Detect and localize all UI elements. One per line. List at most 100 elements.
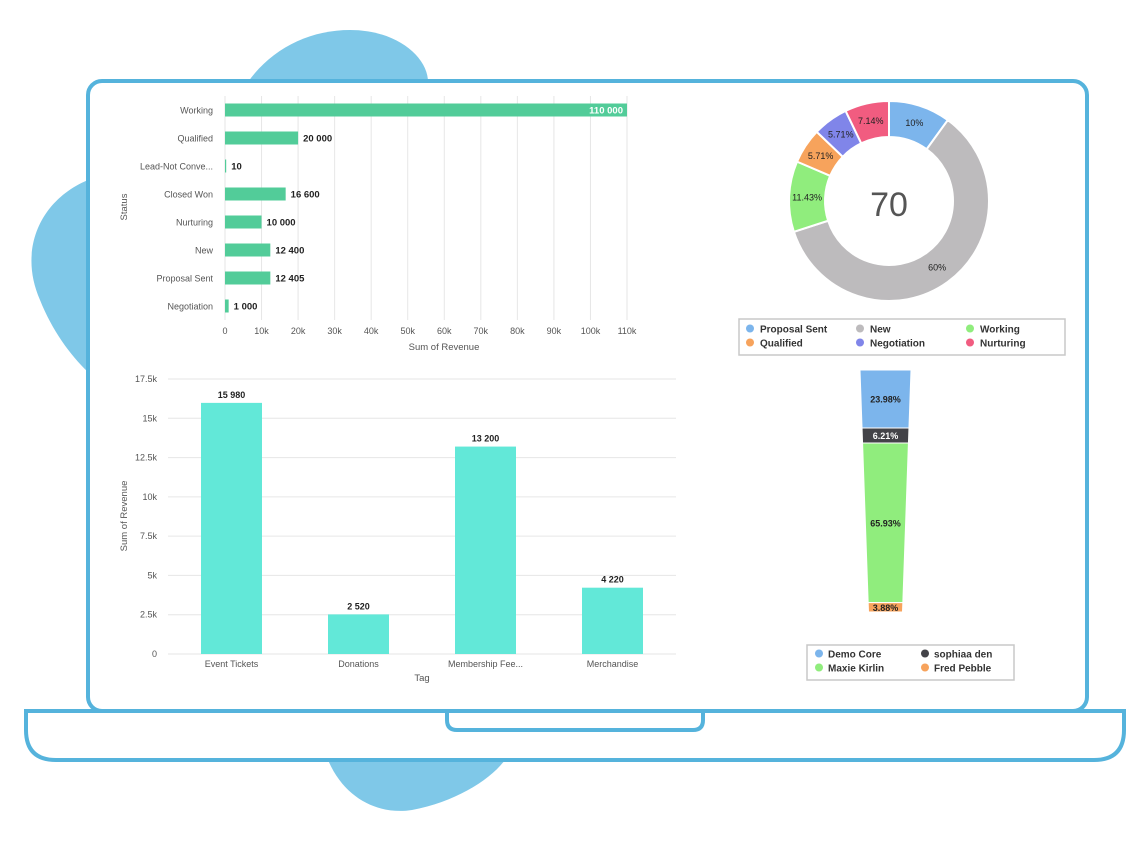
status-revenue-bar-chart: Working Qualified Lead-Not Conve... Closed …	[119, 96, 637, 353]
blob-left	[31, 180, 88, 372]
funnel-segment-label: 23.98%	[870, 395, 901, 405]
funnel-legend-label: Fred Pebble	[934, 664, 992, 675]
legend-marker-icon	[921, 649, 929, 658]
donut-legend-item[interactable]: Qualified	[746, 338, 803, 350]
hbar-x-tick-label: 30k	[327, 326, 342, 336]
donut-slice-label: 60%	[928, 262, 946, 272]
hbar-x-tick-label: 40k	[364, 326, 379, 336]
hbar-data-label: 16 600	[291, 190, 320, 201]
vbar-bar	[328, 614, 389, 654]
funnel-legend-item[interactable]: Demo Core	[815, 649, 882, 661]
vbar-bar	[201, 402, 262, 654]
legend-marker-icon	[746, 338, 754, 347]
blob-top	[248, 30, 428, 82]
vbar-category-label: Merchandise	[587, 659, 639, 669]
hbar-bar	[225, 271, 271, 285]
hbar-x-tick-label: 10k	[254, 326, 269, 336]
hbar-x-tick-label: 90k	[547, 326, 562, 336]
hbar-x-tick-label: 0	[222, 326, 227, 336]
hbar-category-label: Negotiation	[167, 302, 213, 312]
donut-legend-box	[738, 318, 1066, 356]
hbar-category-label: New	[195, 246, 214, 256]
hbar-data-label: 1 000	[234, 302, 258, 313]
vbar-data-label: 4 220	[601, 575, 624, 585]
laptop-trackpad-notch	[445, 711, 705, 732]
vbar-y-tick-label: 15k	[142, 413, 157, 423]
status-donut-chart: 10% 60% 11.43% 5.71% 5.71% 7.14% 70 Proposal …	[738, 99, 1066, 356]
donut-legend-item[interactable]: New	[856, 324, 891, 336]
donut-legend[interactable]: Proposal Sent New Working Qualified Negotiat…	[738, 318, 1066, 356]
vbar-y-tick-label: 10k	[142, 492, 157, 502]
hbar-x-tick-label: 60k	[437, 326, 452, 336]
donut-slice-label: 5.71%	[808, 151, 834, 161]
donut-center-total: 70	[870, 186, 908, 224]
funnel-legend-box	[806, 644, 1015, 681]
donut-legend-item[interactable]: Working	[966, 324, 1020, 336]
vbar-bar	[582, 587, 643, 654]
funnel-legend-label: Maxie Kirlin	[828, 664, 884, 675]
funnel-legend-item[interactable]: sophiaa den	[921, 649, 992, 661]
funnel-legend-item[interactable]: Fred Pebble	[921, 663, 992, 675]
legend-marker-icon	[856, 324, 864, 333]
vbar-data-label: 15 980	[218, 390, 246, 400]
hbar-category-label: Nurturing	[176, 218, 213, 228]
hbar-bar	[225, 299, 229, 313]
legend-marker-icon	[815, 649, 823, 658]
hbar-x-tick-label: 20k	[291, 326, 306, 336]
hbar-category-label: Qualified	[177, 134, 213, 144]
donut-slice	[844, 99, 890, 145]
hbar-x-tick-label: 100k	[581, 326, 601, 336]
legend-marker-icon	[966, 324, 974, 333]
funnel-legend-item[interactable]: Maxie Kirlin	[815, 663, 884, 675]
legend-marker-icon	[921, 663, 929, 672]
funnel-legend-label: sophiaa den	[934, 650, 992, 661]
funnel-segment-label: 65.93%	[870, 518, 901, 528]
hbar-x-tick-label: 50k	[400, 326, 415, 336]
donut-legend-label: Nurturing	[980, 339, 1026, 350]
hbar-y-axis-title: Status	[119, 193, 130, 220]
hbar-data-label: 12 405	[275, 274, 305, 285]
laptop-base	[24, 709, 1126, 762]
hbar-data-label: 20 000	[303, 134, 332, 145]
hbar-x-tick-label: 110k	[618, 326, 637, 336]
donut-legend-item[interactable]: Proposal Sent	[746, 324, 828, 336]
hbar-data-label: 10 000	[267, 218, 296, 229]
vbar-y-axis-title: Sum of Revenue	[119, 481, 130, 552]
vbar-y-tick-label: 7.5k	[140, 531, 158, 541]
hbar-bar	[225, 131, 299, 145]
hbar-category-label: Closed Won	[164, 190, 213, 200]
vbar-data-label: 13 200	[472, 434, 500, 444]
tag-revenue-bar-chart: 15 980 2 520 13 200 4 220 0 2.5k 5k 7.5k 10k 12.…	[119, 374, 676, 684]
donut-slice-label: 5.71%	[828, 130, 854, 140]
donut-legend-label: Negotiation	[870, 339, 925, 350]
funnel-legend-label: Demo Core	[828, 650, 882, 661]
donut-slice	[792, 118, 990, 302]
hbar-category-label: Lead-Not Conve...	[140, 162, 213, 172]
vbar-category-label: Event Tickets	[205, 659, 259, 669]
hbar-category-label: Proposal Sent	[156, 274, 213, 284]
hbar-data-label: 12 400	[275, 246, 304, 257]
hbar-bar	[225, 103, 627, 117]
vbar-y-tick-label: 0	[152, 649, 157, 659]
legend-marker-icon	[856, 338, 864, 347]
vbar-x-axis-title: Tag	[414, 673, 429, 684]
user-funnel-chart: 23.98% 6.21% 65.93% 3.88% Demo Core sophiaa …	[806, 369, 1015, 681]
donut-slice-label: 11.43%	[792, 192, 822, 202]
donut-legend-item[interactable]: Negotiation	[856, 338, 925, 350]
donut-legend-label: New	[870, 325, 891, 336]
vbar-y-tick-label: 5k	[147, 570, 157, 580]
vbar-category-label: Membership Fee...	[448, 659, 523, 669]
donut-slice-label: 7.14%	[858, 116, 884, 126]
vbar-category-label: Donations	[338, 659, 379, 669]
hbar-bar	[225, 243, 271, 257]
funnel-legend[interactable]: Demo Core sophiaa den Maxie Kirlin Fred Peb…	[806, 644, 1015, 681]
hbar-data-label: 10	[231, 162, 242, 173]
donut-legend-item[interactable]: Nurturing	[966, 338, 1026, 350]
vbar-data-label: 2 520	[347, 601, 370, 611]
donut-slice-label: 10%	[905, 118, 923, 128]
funnel-segment-label: 6.21%	[873, 431, 899, 441]
vbar-y-tick-label: 12.5k	[135, 453, 158, 463]
hbar-category-label: Working	[180, 106, 213, 116]
hbar-bar	[225, 187, 286, 201]
